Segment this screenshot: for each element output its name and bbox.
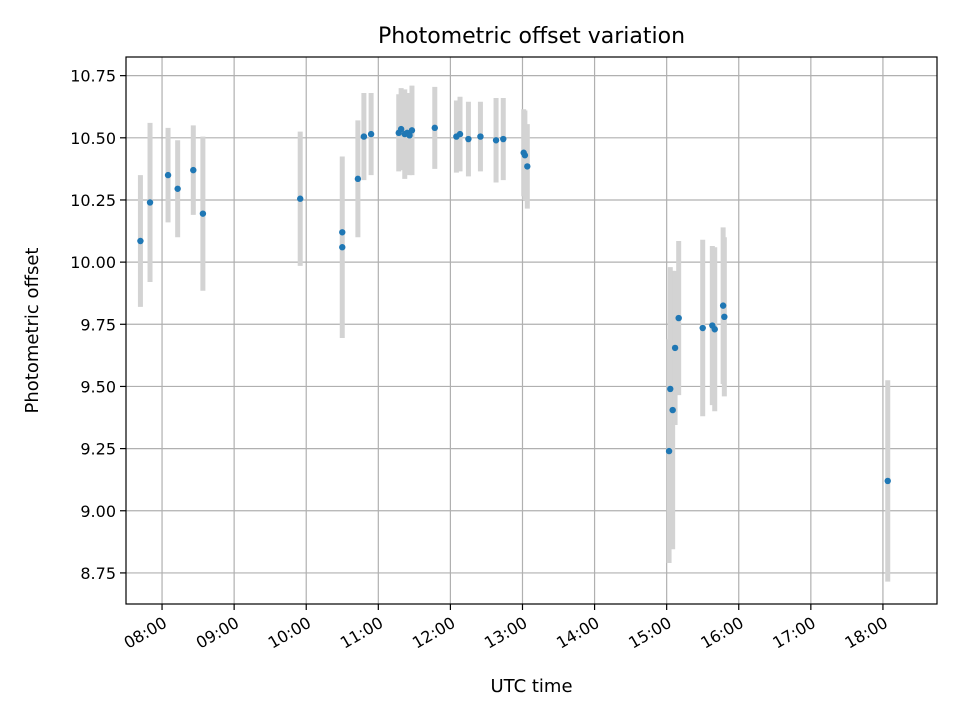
x-tick-label: 15:00 [625,613,674,653]
data-point [408,127,416,134]
data-points [137,124,891,485]
grid [126,57,937,604]
data-point [146,199,154,206]
x-tick-label: 18:00 [842,613,891,653]
data-point [339,244,346,251]
x-tick-label: 10:00 [265,613,314,653]
y-axis-label: Photometric offset [22,248,43,414]
data-point [884,477,891,485]
data-point [431,124,438,132]
x-axis-label: UTC time [490,676,572,697]
data-point [199,210,207,217]
data-point [524,163,531,170]
error-bars [137,85,891,582]
data-point [699,324,706,332]
data-point [521,152,529,159]
data-point [354,175,362,183]
data-point [174,185,181,192]
x-axis-ticks: 08:00 09:00 10:00 11:00 12:00 13:00 14:00 15:00… [121,604,891,653]
y-tick-label: 10.75 [70,67,116,86]
x-tick-label: 17:00 [769,613,818,653]
x-tick-label: 14:00 [553,613,602,653]
data-point [492,137,500,144]
x-tick-label: 11:00 [337,613,386,653]
data-point [719,302,727,309]
data-point [675,314,682,322]
data-point [465,135,472,143]
y-tick-label: 8.75 [80,564,116,583]
data-point [297,195,304,202]
data-point [500,135,507,143]
y-tick-label: 10.25 [70,191,116,210]
data-point [360,133,368,140]
y-axis-ticks: 8.75 9.00 9.25 9.50 9.75 10.00 10.25 10.50 10.75 [70,67,126,583]
data-point [137,237,144,245]
x-tick-label: 13:00 [481,613,530,653]
x-tick-label: 12:00 [409,613,458,653]
y-tick-label: 9.25 [80,440,116,459]
data-point [671,344,679,352]
data-point [721,313,728,321]
y-tick-label: 9.75 [80,315,116,334]
y-tick-label: 10.50 [70,129,116,148]
chart-title: Photometric offset variation [378,24,685,49]
data-point [367,130,375,138]
data-point [397,125,405,133]
data-point [456,130,464,138]
x-tick-label: 16:00 [697,613,746,653]
data-point [406,132,413,139]
plot-area-frame [125,56,938,605]
data-point [711,326,718,333]
data-point [665,447,673,455]
data-point [669,406,676,414]
y-tick-label: 10.00 [70,253,116,272]
data-point [164,171,172,179]
x-tick-label: 08:00 [121,613,170,653]
y-tick-label: 9.50 [80,377,116,396]
data-point [339,229,346,236]
x-tick-label: 09:00 [193,613,242,653]
data-point [667,385,674,393]
data-point [190,166,197,174]
y-tick-label: 9.00 [80,502,116,521]
data-point [477,133,484,140]
